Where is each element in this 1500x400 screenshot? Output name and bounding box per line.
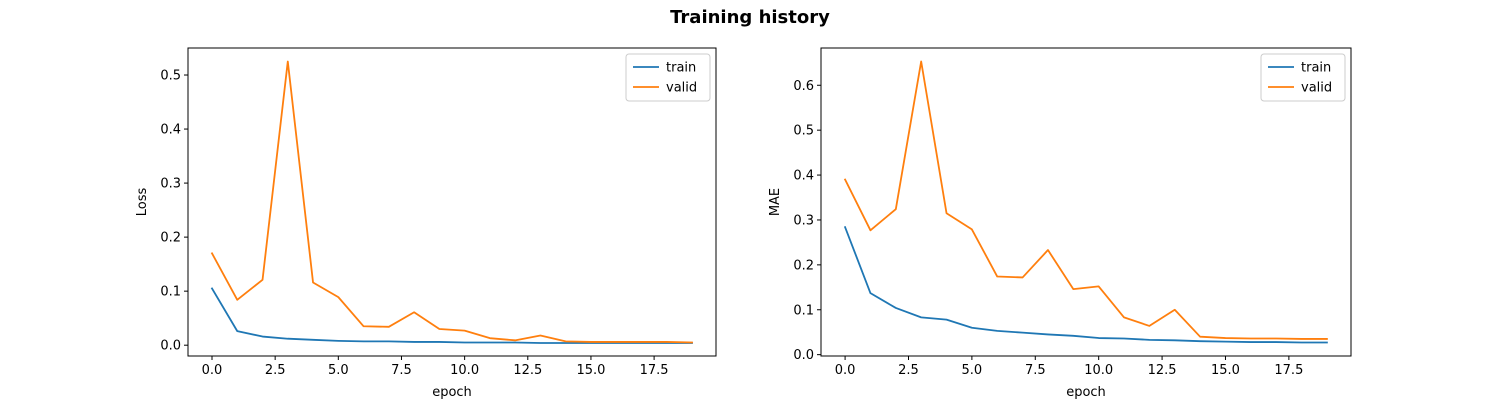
- mae-chart: 0.0 2.5 5.0 7.5 10.0 12.5 15.0 17.5 0.0 0.1 0.2 0.3…: [768, 47, 1352, 400]
- y-tick-label: 0.0: [793, 348, 814, 363]
- series-line-valid: [843, 60, 1328, 340]
- axes-frame: [820, 47, 1352, 357]
- y-tick-label: 0.5: [160, 69, 181, 84]
- legend-label-valid: valid: [1301, 81, 1332, 96]
- x-tick-label: 12.5: [513, 363, 542, 378]
- y-axis-label: MAE: [768, 188, 783, 216]
- legend-box: [1260, 53, 1346, 102]
- loss-chart: 0.0 2.5 5.0 7.5 10.0 12.5 15.0 17.5 0.0 0.1 0.2 0.3…: [135, 47, 717, 400]
- y-tick-label: 0.6: [793, 79, 814, 94]
- x-tick-label: 0.0: [835, 363, 856, 378]
- x-tick-label: 10.0: [1084, 363, 1113, 378]
- x-tick-label: 2.5: [265, 363, 286, 378]
- figure-title: Training history: [670, 7, 830, 28]
- x-tick-label: 5.0: [962, 363, 983, 378]
- y-tick-label: 0.1: [160, 285, 181, 300]
- y-tick-label: 0.2: [160, 231, 181, 246]
- y-tick-label: 0.1: [793, 303, 814, 318]
- series-line-train: [210, 287, 693, 344]
- x-tick-label: 10.0: [450, 363, 479, 378]
- x-tick-label: 7.5: [391, 363, 412, 378]
- x-tick-label: 12.5: [1148, 363, 1177, 378]
- x-tick-label: 15.0: [576, 363, 605, 378]
- y-tick-label: 0.2: [793, 258, 814, 273]
- x-tick-label: 7.5: [1025, 363, 1046, 378]
- legend-label-valid: valid: [666, 81, 697, 96]
- y-tick-label: 0.5: [793, 124, 814, 139]
- x-tick-label: 17.5: [640, 363, 669, 378]
- x-axis-label: epoch: [1066, 385, 1106, 400]
- y-tick-label: 0.3: [793, 213, 814, 228]
- legend: train valid: [1260, 53, 1346, 102]
- x-tick-label: 17.5: [1274, 363, 1303, 378]
- series-line-train: [843, 225, 1328, 344]
- x-tick-label: 2.5: [898, 363, 919, 378]
- y-axis-label: Loss: [135, 188, 150, 217]
- x-axis-label: epoch: [432, 385, 472, 400]
- legend-label-train: train: [666, 61, 696, 76]
- axes-frame: [187, 47, 717, 357]
- legend-label-train: train: [1301, 61, 1331, 76]
- legend-box: [625, 53, 711, 102]
- y-tick-label: 0.4: [160, 123, 181, 138]
- series-line-valid: [210, 60, 693, 344]
- y-tick-label: 0.0: [160, 339, 181, 354]
- x-tick-label: 0.0: [202, 363, 223, 378]
- x-tick-label: 15.0: [1211, 363, 1240, 378]
- legend: train valid: [625, 53, 711, 102]
- y-tick-label: 0.4: [793, 169, 814, 184]
- x-tick-label: 5.0: [328, 363, 349, 378]
- y-tick-label: 0.3: [160, 177, 181, 192]
